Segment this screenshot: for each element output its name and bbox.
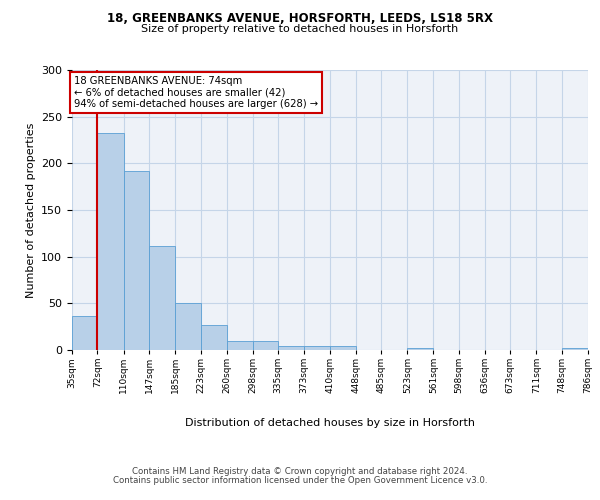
Bar	[124, 171, 149, 350]
Bar	[304, 346, 329, 350]
Bar	[72, 316, 97, 350]
Bar	[253, 340, 278, 350]
Bar	[201, 325, 227, 350]
Bar	[149, 246, 175, 350]
Text: Contains HM Land Registry data © Crown copyright and database right 2024.: Contains HM Land Registry data © Crown c…	[132, 467, 468, 476]
Bar	[278, 346, 304, 350]
Bar	[175, 304, 201, 350]
Text: 18, GREENBANKS AVENUE, HORSFORTH, LEEDS, LS18 5RX: 18, GREENBANKS AVENUE, HORSFORTH, LEEDS,…	[107, 12, 493, 26]
Text: 18 GREENBANKS AVENUE: 74sqm
← 6% of detached houses are smaller (42)
94% of semi: 18 GREENBANKS AVENUE: 74sqm ← 6% of deta…	[74, 76, 318, 109]
Bar	[227, 340, 253, 350]
Text: Distribution of detached houses by size in Horsforth: Distribution of detached houses by size …	[185, 418, 475, 428]
Y-axis label: Number of detached properties: Number of detached properties	[26, 122, 35, 298]
Bar	[407, 348, 433, 350]
Text: Contains public sector information licensed under the Open Government Licence v3: Contains public sector information licen…	[113, 476, 487, 485]
Bar	[329, 346, 356, 350]
Text: Size of property relative to detached houses in Horsforth: Size of property relative to detached ho…	[142, 24, 458, 34]
Bar	[97, 134, 124, 350]
Bar	[562, 348, 588, 350]
